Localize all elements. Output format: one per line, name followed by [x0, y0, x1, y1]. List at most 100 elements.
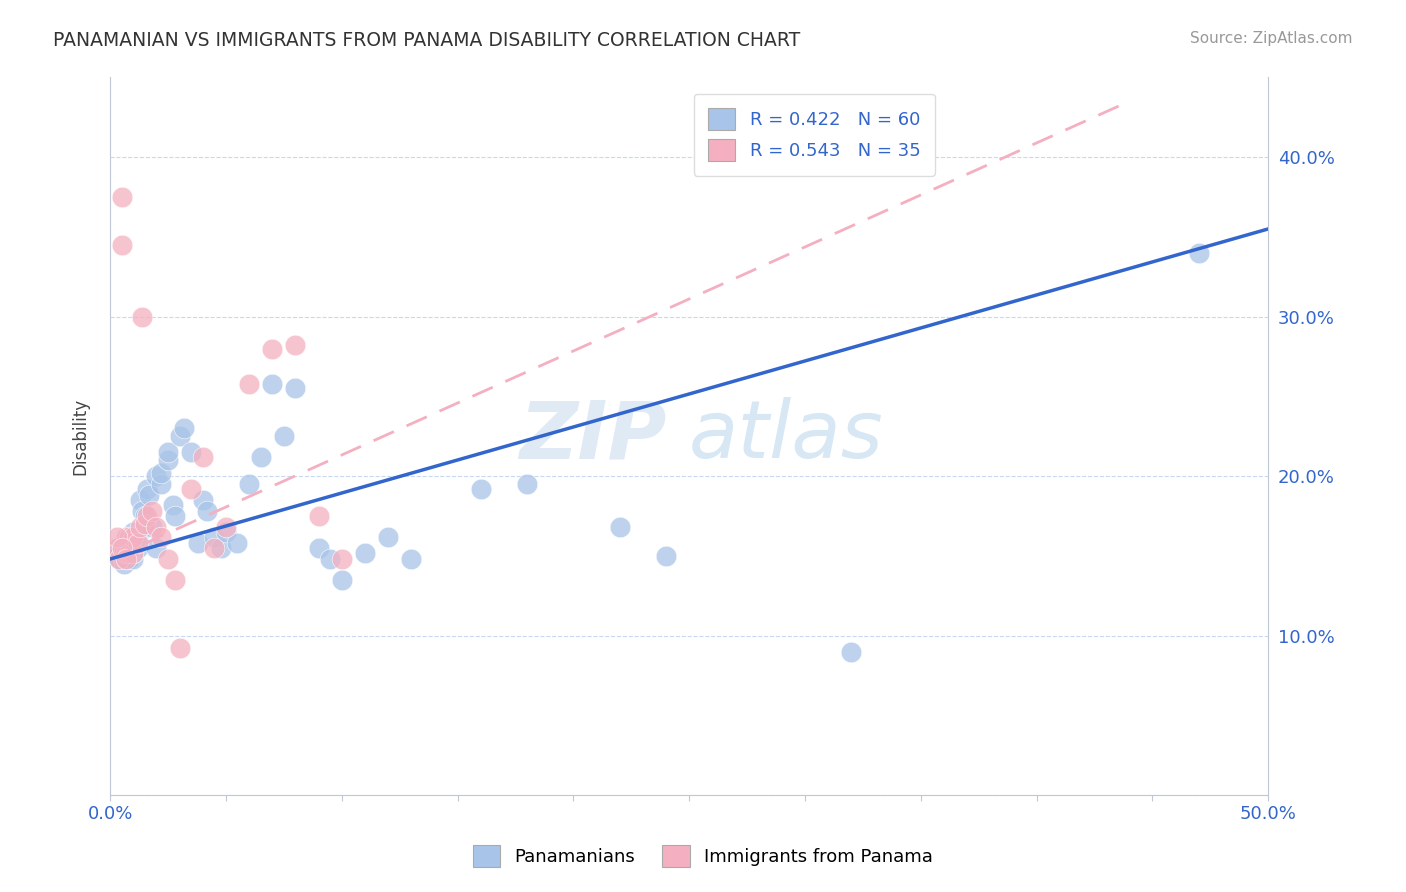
Point	[134, 516, 156, 531]
Point	[122, 536, 145, 550]
Point	[215, 520, 238, 534]
Point	[330, 552, 353, 566]
Point	[122, 552, 145, 566]
Point	[319, 552, 342, 566]
Point	[134, 520, 156, 534]
Point	[131, 504, 153, 518]
Point	[117, 530, 139, 544]
Point	[226, 536, 249, 550]
Point	[120, 536, 142, 550]
Point	[138, 488, 160, 502]
Text: ZIP: ZIP	[519, 397, 666, 475]
Point	[141, 520, 163, 534]
Point	[284, 338, 307, 352]
Point	[308, 541, 330, 555]
Point	[105, 549, 128, 563]
Point	[169, 429, 191, 443]
Text: Source: ZipAtlas.com: Source: ZipAtlas.com	[1189, 31, 1353, 46]
Point	[202, 541, 225, 555]
Point	[377, 530, 399, 544]
Point	[163, 573, 186, 587]
Point	[122, 530, 145, 544]
Point	[112, 546, 135, 560]
Point	[150, 530, 173, 544]
Text: atlas: atlas	[689, 397, 884, 475]
Point	[127, 530, 149, 544]
Point	[117, 541, 139, 555]
Point	[111, 549, 134, 563]
Point	[115, 552, 138, 566]
Point	[308, 508, 330, 523]
Point	[129, 493, 152, 508]
Point	[108, 552, 131, 566]
Point	[129, 520, 152, 534]
Point	[202, 530, 225, 544]
Point	[470, 482, 492, 496]
Point	[117, 552, 139, 566]
Point	[131, 310, 153, 324]
Point	[191, 450, 214, 464]
Point	[122, 546, 145, 560]
Point	[134, 508, 156, 523]
Point	[136, 508, 159, 523]
Point	[238, 477, 260, 491]
Point	[112, 557, 135, 571]
Point	[156, 552, 179, 566]
Point	[162, 498, 184, 512]
Point	[111, 238, 134, 252]
Point	[145, 520, 167, 534]
Point	[516, 477, 538, 491]
Legend: Panamanians, Immigrants from Panama: Panamanians, Immigrants from Panama	[465, 838, 941, 874]
Point	[111, 541, 134, 555]
Point	[115, 530, 138, 544]
Point	[122, 546, 145, 560]
Point	[249, 450, 271, 464]
Point	[191, 493, 214, 508]
Point	[839, 644, 862, 658]
Point	[609, 520, 631, 534]
Point	[173, 421, 195, 435]
Point	[169, 641, 191, 656]
Point	[273, 429, 295, 443]
Legend: R = 0.422   N = 60, R = 0.543   N = 35: R = 0.422 N = 60, R = 0.543 N = 35	[693, 94, 935, 176]
Point	[111, 541, 134, 555]
Point	[145, 469, 167, 483]
Point	[141, 504, 163, 518]
Point	[115, 552, 138, 566]
Point	[115, 536, 138, 550]
Point	[215, 524, 238, 539]
Point	[655, 549, 678, 563]
Point	[127, 541, 149, 555]
Point	[136, 482, 159, 496]
Point	[105, 541, 128, 555]
Point	[238, 376, 260, 391]
Point	[399, 552, 422, 566]
Point	[120, 541, 142, 555]
Point	[108, 552, 131, 566]
Point	[156, 453, 179, 467]
Point	[262, 342, 284, 356]
Point	[262, 376, 284, 391]
Point	[105, 541, 128, 555]
Point	[105, 530, 128, 544]
Point	[150, 477, 173, 491]
Point	[330, 573, 353, 587]
Point	[180, 482, 202, 496]
Point	[187, 536, 209, 550]
Point	[145, 541, 167, 555]
Point	[112, 541, 135, 555]
Point	[115, 546, 138, 560]
Text: PANAMANIAN VS IMMIGRANTS FROM PANAMA DISABILITY CORRELATION CHART: PANAMANIAN VS IMMIGRANTS FROM PANAMA DIS…	[53, 31, 800, 50]
Point	[180, 445, 202, 459]
Point	[122, 524, 145, 539]
Point	[163, 508, 186, 523]
Point	[209, 541, 232, 555]
Point	[284, 381, 307, 395]
Point	[156, 445, 179, 459]
Y-axis label: Disability: Disability	[72, 398, 89, 475]
Point	[195, 504, 218, 518]
Point	[150, 466, 173, 480]
Point	[111, 190, 134, 204]
Point	[353, 546, 375, 560]
Point	[1188, 245, 1211, 260]
